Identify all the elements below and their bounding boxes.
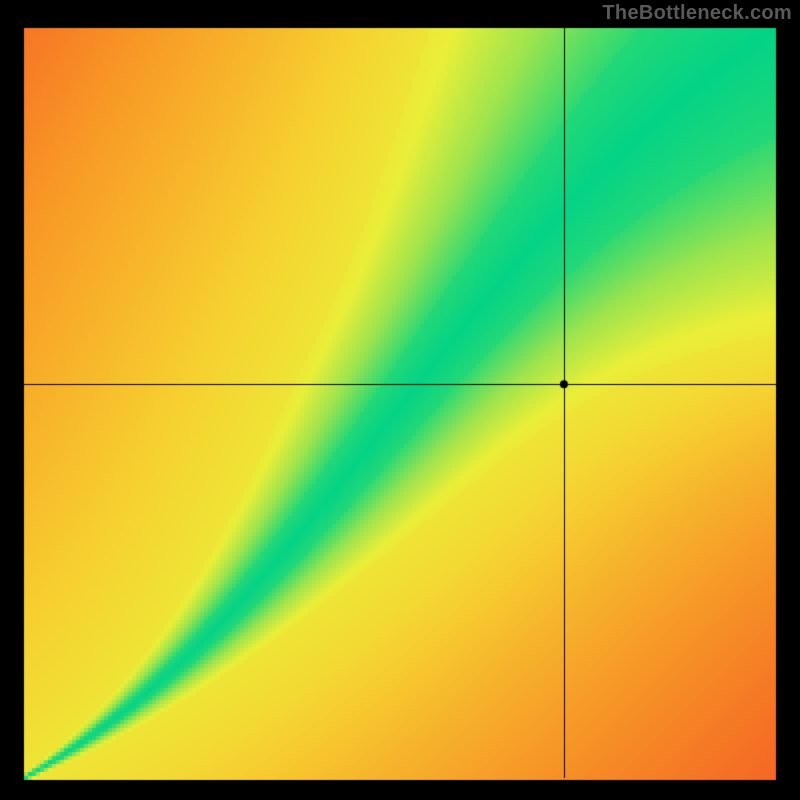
chart-wrapper: TheBottleneck.com [0,0,800,800]
watermark-text: TheBottleneck.com [602,2,792,25]
bottleneck-heatmap-canvas [0,0,800,800]
